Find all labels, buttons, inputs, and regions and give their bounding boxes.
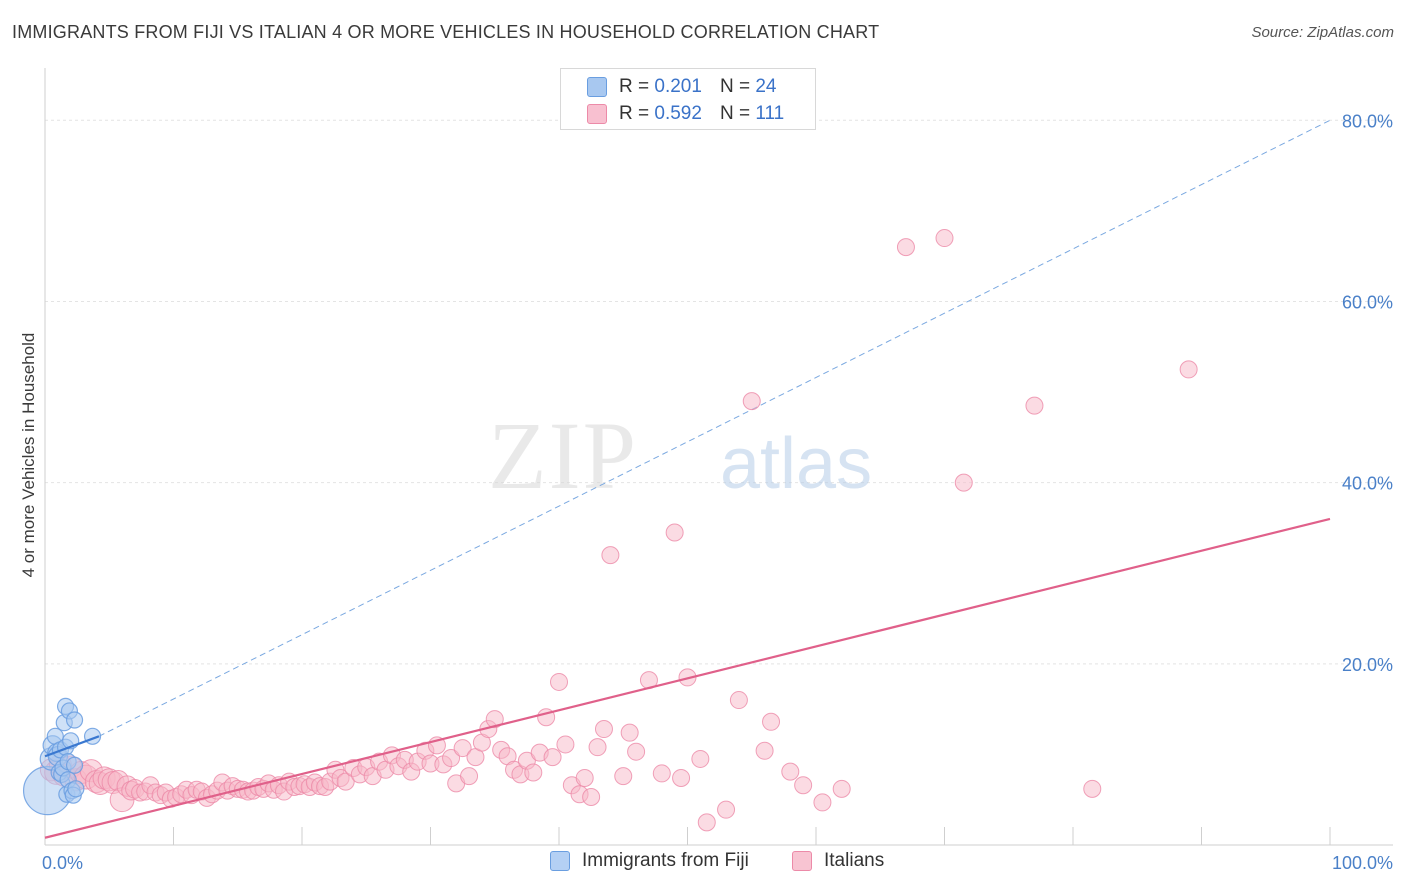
italians-point — [524, 763, 543, 782]
italians-point — [832, 779, 851, 798]
legend-series: Immigrants from Fiji Italians — [0, 850, 1406, 880]
italians-point — [453, 739, 472, 758]
italians-point — [550, 672, 568, 691]
italians-point — [691, 749, 710, 768]
svg-text:ZIP: ZIP — [488, 402, 638, 509]
italians-swatch-icon — [587, 104, 607, 124]
italians-trend-line — [44, 517, 1331, 839]
italians-point — [627, 742, 646, 761]
y-tick-label: 20.0% — [1342, 655, 1393, 675]
italians-point — [594, 720, 613, 739]
fiji-point — [67, 780, 85, 798]
legend-label-fiji: Immigrants from Fiji — [582, 850, 749, 871]
italians-point — [543, 748, 562, 767]
italians-point — [954, 473, 973, 492]
gridlines — [45, 119, 1393, 665]
fiji-n-value: 24 — [755, 76, 777, 97]
italians-point — [935, 229, 954, 248]
fiji-trend-line — [44, 735, 100, 758]
italians-legend-icon — [792, 851, 812, 871]
italians-point — [336, 772, 355, 791]
italians-point — [442, 749, 461, 768]
italians-point — [575, 768, 594, 787]
fiji-trend-dashed — [98, 119, 1331, 737]
r-label: R = — [619, 76, 650, 97]
fiji-trend-extended — [98, 119, 1331, 737]
legend-row-italians: R = 0.592 N = 111 — [587, 102, 784, 126]
y-tick-label: 40.0% — [1342, 474, 1393, 494]
legend-label-italians: Italians — [824, 850, 885, 871]
watermark: ZIP atlas — [488, 402, 872, 509]
fiji-points — [22, 697, 102, 816]
legend-stats: R = 0.201 N = 24 R = 0.592 N = 111 — [560, 68, 816, 130]
italians-point — [672, 768, 691, 787]
italians-point — [460, 767, 479, 786]
italians-point — [729, 691, 748, 710]
italians-r-value: 0.592 — [654, 103, 702, 124]
italians-point — [665, 523, 684, 542]
fiji-legend-icon — [550, 851, 570, 871]
italians-point — [742, 392, 761, 411]
italians-point — [485, 710, 504, 729]
y-axis-label: 4 or more Vehicles in Household — [19, 333, 38, 578]
italians-point — [556, 735, 575, 754]
italians-point — [794, 776, 813, 795]
italians-point — [781, 762, 800, 781]
legend-item-fiji[interactable]: Immigrants from Fiji — [550, 850, 749, 872]
legend-item-italians[interactable]: Italians — [792, 850, 884, 872]
chart-title: IMMIGRANTS FROM FIJI VS ITALIAN 4 OR MOR… — [12, 22, 880, 42]
italians-point — [697, 813, 716, 832]
italians-point — [1025, 396, 1044, 415]
italians-point — [1179, 360, 1198, 379]
italians-point — [755, 741, 774, 760]
italians-point — [601, 546, 620, 565]
fiji-point — [65, 756, 84, 774]
italians-point — [762, 712, 781, 731]
svg-text:atlas: atlas — [720, 424, 872, 504]
tick-labels: 20.0% 40.0% 60.0% 80.0% 0.0% 100.0% — [42, 111, 1393, 873]
n-label: N = — [719, 103, 751, 124]
trend-lines — [44, 517, 1331, 839]
italians-point — [1083, 779, 1102, 798]
italians-n-value: 111 — [755, 103, 785, 124]
italians-points — [39, 229, 1198, 832]
n-label: N = — [719, 76, 751, 97]
italians-point — [652, 764, 671, 783]
italians-point — [813, 793, 832, 812]
source-label: Source: ZipAtlas.com — [1251, 24, 1394, 41]
italians-point — [588, 738, 607, 757]
italians-point — [896, 238, 915, 257]
italians-point — [614, 767, 633, 786]
italians-point — [620, 723, 639, 742]
italians-point — [582, 787, 601, 806]
y-tick-label: 60.0% — [1342, 292, 1393, 312]
x-tick-label: 100.0% — [1332, 853, 1393, 873]
y-tick-label: 80.0% — [1342, 111, 1393, 131]
axes — [44, 68, 1393, 846]
fiji-point — [65, 711, 84, 729]
x-tick-label: 0.0% — [42, 853, 83, 873]
legend-row-fiji: R = 0.201 N = 24 — [587, 75, 776, 99]
fiji-r-value: 0.201 — [654, 76, 702, 97]
r-label: R = — [619, 103, 650, 124]
fiji-swatch-icon — [587, 77, 607, 97]
italians-point — [717, 800, 736, 819]
